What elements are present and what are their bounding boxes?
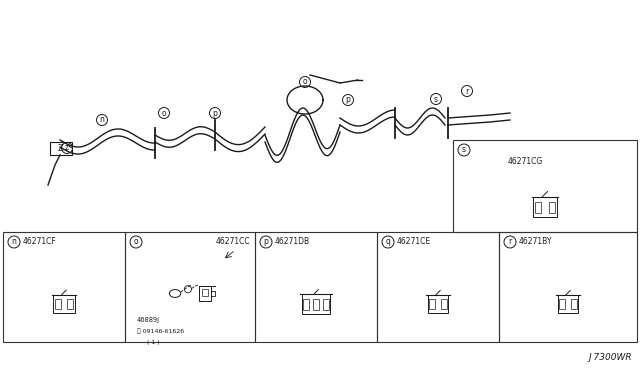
Text: 46271CC: 46271CC — [216, 237, 250, 247]
Text: r: r — [465, 87, 468, 96]
Text: J 7300WR: J 7300WR — [588, 353, 632, 362]
Bar — [535, 202, 541, 213]
Bar — [55, 299, 61, 310]
Bar — [572, 299, 577, 309]
Bar — [533, 196, 557, 217]
Text: z: z — [65, 144, 69, 153]
Bar — [200, 286, 211, 301]
Bar — [3, 232, 125, 342]
Text: Z: Z — [58, 144, 64, 153]
Bar — [255, 232, 377, 342]
Text: o: o — [134, 237, 138, 247]
Bar — [50, 142, 72, 155]
Text: 46271BY: 46271BY — [519, 237, 552, 247]
Bar — [301, 294, 330, 314]
Bar — [211, 291, 215, 296]
Text: p: p — [346, 96, 351, 105]
Text: n: n — [12, 237, 17, 247]
Text: p: p — [212, 109, 218, 118]
Text: 46271CE: 46271CE — [397, 237, 431, 247]
Text: 46271DB: 46271DB — [275, 237, 310, 247]
Bar — [303, 299, 309, 310]
Text: s: s — [434, 94, 438, 103]
Text: 46271CG: 46271CG — [508, 157, 543, 167]
Text: 46271CF: 46271CF — [23, 237, 57, 247]
Text: ( 1 ): ( 1 ) — [147, 340, 159, 345]
Bar — [557, 295, 579, 312]
Bar — [548, 202, 555, 213]
Bar — [53, 295, 75, 313]
Bar — [499, 232, 637, 342]
Text: 46889J: 46889J — [137, 317, 160, 323]
Text: q: q — [385, 237, 390, 247]
Bar — [125, 232, 255, 342]
Bar — [313, 299, 319, 310]
Bar — [67, 299, 73, 310]
Text: s: s — [462, 145, 466, 154]
Text: o: o — [303, 77, 307, 87]
Bar — [453, 140, 637, 232]
Bar — [323, 299, 328, 310]
Bar — [377, 232, 499, 342]
Text: r: r — [508, 237, 511, 247]
Text: n: n — [100, 115, 104, 125]
Text: p: p — [264, 237, 268, 247]
Text: o: o — [162, 109, 166, 118]
Bar — [428, 295, 448, 312]
Text: Ⓑ 09146-61626: Ⓑ 09146-61626 — [137, 329, 184, 334]
Bar — [202, 289, 208, 296]
Bar — [429, 299, 435, 309]
Bar — [441, 299, 447, 309]
Bar — [559, 299, 564, 309]
